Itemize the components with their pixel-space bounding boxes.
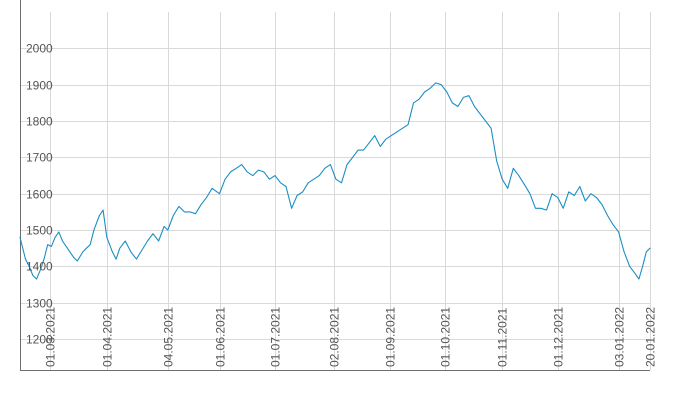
y-tick-label: 1500 bbox=[26, 224, 53, 238]
y-tick-label: 1800 bbox=[26, 115, 53, 129]
x-tick-label: 20.01.2022 bbox=[644, 307, 658, 367]
y-tick-label: 1700 bbox=[26, 151, 53, 165]
price-series-line bbox=[19, 82, 651, 280]
chart-series bbox=[19, 82, 651, 280]
y-tick-label: 1200 bbox=[26, 333, 53, 347]
x-tick-label: 03.01.2022 bbox=[613, 307, 627, 367]
x-tick-label: 04.05.2021 bbox=[162, 307, 176, 367]
y-tick-label: 2000 bbox=[26, 42, 53, 56]
chart-axes bbox=[20, 0, 650, 371]
x-tick-label: 01.09.2021 bbox=[384, 307, 398, 367]
x-tick-label: 02.08.2021 bbox=[328, 307, 342, 367]
x-tick-label: 01.03.2021 bbox=[44, 307, 58, 367]
x-tick-label: 01.04.2021 bbox=[101, 307, 115, 367]
x-tick-label: 01.06.2021 bbox=[214, 307, 228, 367]
chart-tick-labels: 1200 1300 1400 1500 1600 1700 1800 1900 2000 01.0… bbox=[26, 42, 658, 368]
y-tick-label: 1300 bbox=[26, 297, 53, 311]
x-tick-label: 01.12.2021 bbox=[552, 307, 566, 367]
y-tick-label: 1600 bbox=[26, 188, 53, 202]
x-tick-label: 01.10.2021 bbox=[439, 307, 453, 367]
x-tick-label: 01.07.2021 bbox=[269, 307, 283, 367]
x-tick-label: 01.11.2021 bbox=[496, 308, 510, 367]
y-tick-label: 1400 bbox=[26, 260, 53, 274]
y-tick-label: 1900 bbox=[26, 79, 53, 93]
